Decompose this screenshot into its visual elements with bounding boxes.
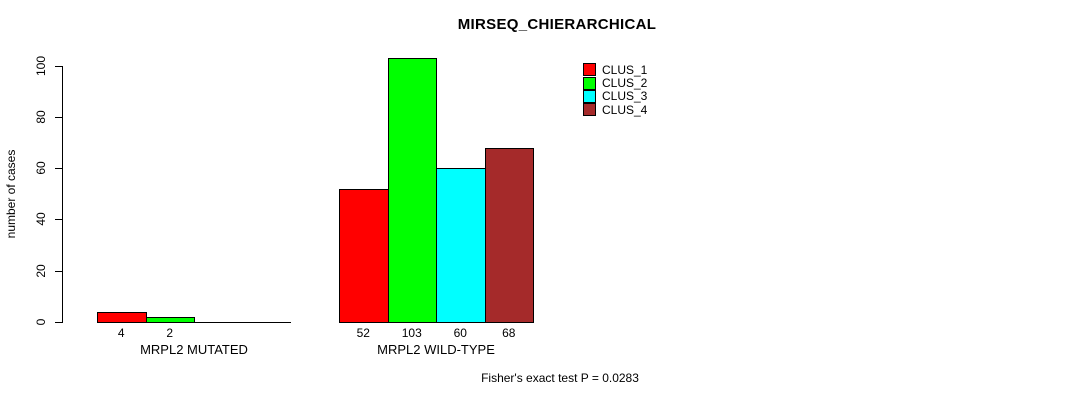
y-axis-line (62, 66, 63, 323)
bar-value-label: 52 (356, 326, 370, 340)
legend-swatch-icon (583, 63, 596, 77)
chart-title: MIRSEQ_CHIERARCHICAL (457, 16, 657, 33)
legend-label: CLUS_4 (602, 102, 648, 117)
y-tick-label: 40 (34, 212, 48, 226)
y-tick (55, 117, 62, 118)
bar-value-label: 60 (453, 326, 467, 340)
legend-label: CLUS_1 (602, 62, 648, 77)
y-tick (55, 168, 62, 169)
y-tick-label: 20 (34, 264, 48, 278)
y-tick (55, 219, 62, 220)
legend-item-clus_1: CLUS_1 (583, 62, 648, 77)
bar-value-label: 2 (166, 326, 174, 340)
bar-clus_2 (145, 317, 195, 323)
legend: CLUS_1 CLUS_2 CLUS_3 CLUS_4 (583, 63, 647, 117)
y-tick (55, 271, 62, 272)
bar-clus_1 (97, 312, 147, 323)
bar-clus_3 (436, 168, 486, 323)
bar-clus_1 (339, 189, 389, 323)
bar-clus_4 (484, 148, 534, 323)
legend-item-clus_4: CLUS_4 (583, 102, 648, 117)
bar-clus_2 (387, 58, 437, 323)
legend-swatch-icon (583, 76, 596, 90)
y-tick-label: 60 (34, 161, 48, 175)
bar-value-label: 68 (502, 326, 516, 340)
y-tick-label: 0 (34, 318, 48, 326)
legend-swatch-icon (583, 89, 596, 103)
y-tick (55, 322, 62, 323)
legend-item-clus_2: CLUS_2 (583, 76, 648, 91)
legend-item-clus_3: CLUS_3 (583, 89, 648, 104)
y-tick-label: 80 (34, 110, 48, 124)
legend-swatch-icon (583, 103, 596, 117)
y-axis-label: number of cases (4, 149, 18, 239)
y-tick-label: 100 (34, 55, 48, 77)
group-label: MRPL2 MUTATED (140, 342, 248, 357)
legend-label: CLUS_3 (602, 89, 648, 104)
bar-value-label: 103 (401, 326, 422, 340)
y-tick (55, 66, 62, 67)
group-label: MRPL2 WILD-TYPE (377, 342, 495, 357)
legend-label: CLUS_2 (602, 76, 648, 91)
bar-value-label: 4 (117, 326, 125, 340)
footer-note: Fisher's exact test P = 0.0283 (481, 371, 639, 385)
